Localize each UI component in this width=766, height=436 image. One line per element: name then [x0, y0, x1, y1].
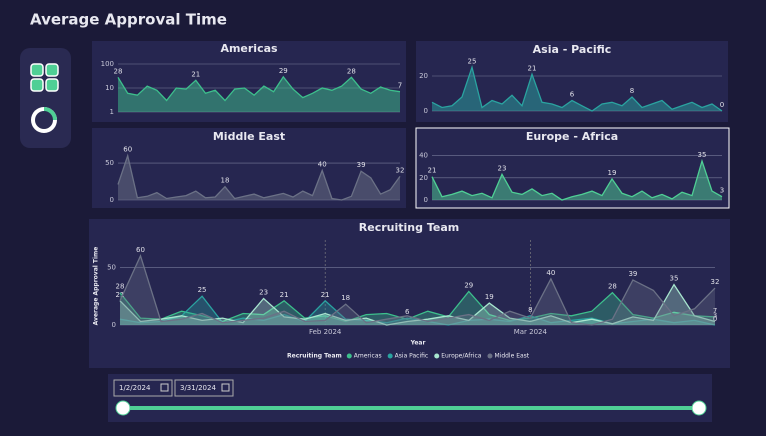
data-label: 32: [396, 166, 405, 174]
data-label: 6: [570, 91, 575, 99]
data-label: 3: [713, 312, 717, 320]
page-title: Average Approval Time: [30, 11, 227, 29]
date-text: 3/31/2024: [180, 384, 216, 392]
y-tick-label: 20: [419, 174, 428, 182]
data-label: 25: [468, 57, 477, 65]
legend-dot: [346, 353, 352, 359]
data-label: 8: [630, 87, 634, 95]
data-label: 35: [670, 275, 679, 283]
grid-icon[interactable]: [30, 63, 59, 92]
legend-dot: [487, 353, 493, 359]
chart-title: Middle East: [213, 130, 285, 143]
data-label: 21: [191, 70, 200, 78]
y-tick-label: 0: [424, 107, 428, 115]
data-label: 39: [357, 161, 366, 169]
data-label: 28: [347, 67, 356, 75]
legend-label: Americas: [354, 353, 382, 360]
date-start[interactable]: 1/2/2024: [113, 379, 173, 397]
data-label: 19: [485, 293, 494, 301]
chart-title: Asia - Pacific: [533, 43, 612, 56]
data-label: 21: [280, 291, 289, 299]
data-label: 35: [698, 151, 707, 159]
line: [431, 64, 723, 112]
data-label: 60: [136, 246, 145, 254]
area-fill: [120, 296, 715, 325]
area-fill: [432, 161, 722, 200]
chart-title: Recruiting Team: [359, 221, 459, 234]
x-tick-label: Mar 2024: [514, 328, 548, 336]
y-tick-label: 0: [112, 321, 116, 329]
data-label: 8: [528, 306, 532, 314]
y-tick-label: 40: [419, 152, 428, 160]
data-label: 7: [398, 82, 402, 90]
data-label: 39: [628, 270, 637, 278]
data-label: 32: [711, 278, 720, 286]
data-label: 18: [341, 294, 350, 302]
chart-title: Europe - Africa: [526, 130, 618, 143]
y-tick-label: 50: [107, 263, 116, 271]
panel: [89, 219, 730, 368]
line: [117, 153, 401, 201]
data-label: 21: [321, 291, 330, 299]
data-label: 25: [198, 286, 207, 294]
data-label: 23: [259, 288, 268, 296]
data-label: 23: [498, 164, 507, 172]
y-tick-label: 0: [424, 196, 428, 204]
area-fill: [118, 76, 400, 112]
line: [431, 158, 723, 201]
data-label: 6: [405, 308, 410, 316]
data-label: 21: [528, 64, 537, 72]
legend-label: Middle East: [494, 353, 529, 360]
legend-label: Europe/Africa: [441, 353, 482, 360]
legend-dot: [434, 353, 440, 359]
line: [117, 75, 401, 102]
data-label: 40: [546, 269, 555, 277]
legend-label: Asia Pacific: [395, 353, 429, 360]
x-tick-label: Feb 2024: [309, 328, 342, 336]
date-end[interactable]: 3/31/2024: [174, 379, 234, 397]
slider-handle[interactable]: [115, 400, 131, 416]
area-fill: [118, 155, 400, 200]
y-tick-label: 50: [105, 159, 114, 167]
y-tick-label: 100: [101, 60, 114, 68]
legend-title: Recruiting Team: [287, 353, 342, 360]
date-text: 1/2/2024: [119, 384, 151, 392]
y-tick-label: 1: [110, 108, 114, 116]
data-label: 28: [116, 283, 125, 291]
slider-handle[interactable]: [691, 400, 707, 416]
y-axis-label: Average Approval Time: [93, 247, 100, 326]
area-fill: [120, 284, 715, 325]
line: [119, 253, 716, 326]
data-label: 21: [428, 167, 437, 175]
data-label: 60: [123, 146, 132, 154]
slicer-panel: [108, 374, 712, 422]
y-tick-label: 20: [419, 72, 428, 80]
data-label: 29: [279, 67, 288, 75]
area-fill: [120, 255, 715, 325]
data-label: 0: [720, 101, 724, 109]
x-axis-label: Year: [410, 340, 426, 347]
data-label: 3: [720, 187, 724, 195]
y-tick-label: 0: [110, 196, 114, 204]
area-fill: [432, 67, 722, 111]
data-label: 0: [713, 315, 717, 323]
data-label: 28: [114, 67, 123, 75]
data-label: 19: [608, 169, 617, 177]
nav-panel: [20, 48, 71, 148]
data-label: 7: [713, 307, 717, 315]
data-label: 40: [318, 160, 327, 168]
data-label: 18: [221, 177, 230, 185]
y-tick-label: 10: [105, 84, 114, 92]
data-label: 29: [464, 282, 473, 290]
pie-icon[interactable]: [31, 107, 57, 133]
data-label: 21: [116, 291, 125, 299]
chart-title: Americas: [220, 42, 278, 55]
legend-dot: [387, 353, 393, 359]
line: [119, 283, 716, 326]
data-label: 28: [608, 283, 617, 291]
